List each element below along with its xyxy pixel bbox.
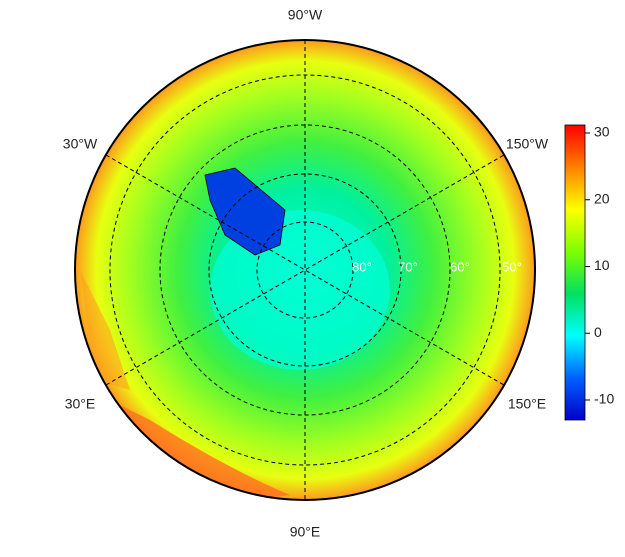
colorbar: [564, 124, 586, 421]
longitude-label: 30°E: [65, 396, 96, 412]
colorbar-tick-label: -10: [594, 391, 614, 407]
colorbar-tick-label: 30: [594, 124, 610, 140]
longitude-label: 150°E: [508, 396, 546, 412]
colorbar-tick-label: 20: [594, 190, 610, 206]
warm-region: [110, 400, 290, 500]
graticule: [105, 40, 505, 500]
latitude-label: 70°: [398, 259, 418, 274]
greenland: [204, 167, 286, 256]
latitude-label: 50°: [502, 259, 522, 274]
map-field: [75, 40, 535, 500]
longitude-label: 150°W: [506, 136, 549, 152]
longitude-label: 30°W: [63, 136, 98, 152]
longitude-label: 90°W: [288, 7, 323, 23]
latitude-label: 60°: [450, 259, 470, 274]
colorbar-tick-label: 10: [594, 257, 610, 273]
latitude-label: 80°: [352, 259, 372, 274]
colorbar-tick-label: 0: [594, 324, 602, 340]
longitude-label: 90°E: [290, 524, 321, 540]
map-border: [74, 39, 536, 501]
warm-region: [400, 70, 420, 90]
